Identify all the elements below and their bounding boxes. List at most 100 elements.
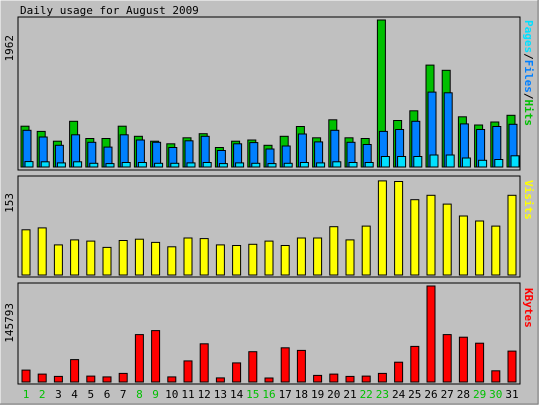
- bar-kbytes-day-20: [329, 373, 339, 383]
- bar-kbytes-day-1: [21, 369, 31, 383]
- x-tick-label-day-26: 26: [424, 388, 437, 401]
- x-tick-label-day-28: 28: [457, 388, 470, 401]
- bar-pages-day-19: [316, 162, 326, 168]
- bar-kbytes-day-8: [134, 334, 144, 383]
- x-tick-label-day-13: 13: [214, 388, 227, 401]
- bar-visits-day-11: [183, 237, 193, 276]
- bar-visits-day-2: [37, 227, 47, 276]
- legend-visits-text: Visits: [522, 180, 535, 220]
- x-tick-label-day-3: 3: [55, 388, 62, 401]
- bar-pages-day-2: [40, 161, 50, 168]
- bar-kbytes-day-31: [507, 350, 517, 383]
- bar-kbytes-day-12: [199, 343, 209, 383]
- bar-kbytes-day-18: [296, 349, 306, 383]
- bar-kbytes-day-13: [215, 377, 225, 383]
- bar-kbytes-day-22: [361, 375, 371, 383]
- bar-visits-day-19: [313, 237, 323, 276]
- bar-visits-day-21: [345, 239, 355, 276]
- x-tick-label-day-9: 9: [152, 388, 159, 401]
- bar-visits-day-12: [199, 238, 209, 276]
- bar-kbytes-day-2: [37, 373, 47, 383]
- legend-hits-files-pages: Pages/Files/Hits: [522, 20, 535, 126]
- bar-visits-day-14: [232, 245, 242, 276]
- x-tick-label-day-12: 12: [198, 388, 211, 401]
- bar-kbytes-day-4: [70, 359, 80, 383]
- bar-visits-day-7: [118, 240, 128, 276]
- bar-pages-day-28: [461, 157, 471, 168]
- bar-visits-day-9: [151, 241, 161, 276]
- bar-kbytes-day-3: [53, 375, 63, 383]
- bar-kbytes-day-25: [410, 345, 420, 383]
- bar-pages-day-6: [105, 163, 115, 168]
- x-tick-label-day-11: 11: [181, 388, 194, 401]
- x-tick-label-day-30: 30: [489, 388, 502, 401]
- ymax-label-visits: 153: [3, 193, 16, 213]
- bar-visits-day-31: [507, 194, 517, 276]
- bar-visits-day-13: [215, 244, 225, 276]
- bar-pages-day-10: [170, 162, 180, 168]
- bar-pages-day-11: [186, 162, 196, 168]
- legend-pages: Pages: [522, 20, 535, 53]
- x-tick-label-day-25: 25: [408, 388, 421, 401]
- bar-visits-day-3: [53, 244, 63, 276]
- bar-kbytes-day-16: [264, 377, 274, 383]
- x-tick-label-day-20: 20: [327, 388, 340, 401]
- x-tick-label-day-2: 2: [39, 388, 46, 401]
- bar-kbytes-day-9: [151, 330, 161, 383]
- bar-kbytes-day-26: [426, 285, 436, 383]
- bar-pages-day-27: [445, 154, 455, 168]
- panel-frame-hits: [17, 16, 521, 171]
- panel-frame-kbytes: [17, 282, 521, 385]
- legend-sep-1: /: [522, 53, 535, 60]
- bar-visits-day-6: [102, 246, 112, 276]
- x-tick-label-day-4: 4: [71, 388, 78, 401]
- bar-visits-day-29: [475, 220, 485, 276]
- bar-kbytes-day-27: [442, 334, 452, 383]
- bar-visits-day-18: [296, 237, 306, 276]
- bar-visits-day-10: [167, 246, 177, 276]
- bar-pages-day-24: [397, 156, 407, 168]
- bar-kbytes-day-7: [118, 372, 128, 383]
- bar-pages-day-21: [348, 162, 358, 168]
- bar-kbytes-day-21: [345, 375, 355, 383]
- ymax-label-hits: 1962: [3, 35, 16, 62]
- x-tick-label-day-16: 16: [262, 388, 275, 401]
- bar-visits-day-17: [280, 245, 290, 276]
- bar-pages-day-8: [137, 162, 147, 168]
- bar-pages-day-31: [510, 155, 520, 168]
- bar-pages-day-23: [380, 156, 390, 168]
- bar-kbytes-day-10: [167, 376, 177, 383]
- bar-pages-day-26: [429, 154, 439, 168]
- bar-pages-day-12: [202, 162, 212, 168]
- legend-sep-2: /: [522, 93, 535, 100]
- legend-kbytes-text: KBytes: [522, 288, 535, 328]
- legend-visits: Visits: [522, 180, 535, 220]
- legend-kbytes: KBytes: [522, 288, 535, 328]
- x-tick-label-day-7: 7: [120, 388, 127, 401]
- bar-visits-day-16: [264, 240, 274, 276]
- bar-kbytes-day-28: [458, 336, 468, 383]
- bar-kbytes-day-29: [475, 342, 485, 383]
- bar-pages-day-1: [24, 161, 34, 168]
- bar-pages-day-18: [299, 162, 309, 168]
- legend-hits: Hits: [522, 100, 535, 127]
- bar-visits-day-26: [426, 194, 436, 276]
- chart-title: Daily usage for August 2009: [20, 4, 199, 17]
- bar-kbytes-day-30: [491, 370, 501, 383]
- bar-pages-day-25: [413, 156, 423, 168]
- panel-frame-visits: [17, 175, 521, 278]
- x-tick-label-day-5: 5: [87, 388, 94, 401]
- bar-pages-day-13: [218, 163, 228, 168]
- bar-pages-day-29: [478, 159, 488, 168]
- x-tick-label-day-31: 31: [505, 388, 518, 401]
- x-tick-label-day-15: 15: [246, 388, 259, 401]
- bar-pages-day-9: [154, 162, 164, 168]
- bar-kbytes-day-6: [102, 376, 112, 383]
- bar-visits-day-28: [458, 215, 468, 276]
- bar-kbytes-day-5: [86, 375, 96, 383]
- bar-kbytes-day-14: [232, 362, 242, 383]
- bar-visits-day-24: [394, 181, 404, 276]
